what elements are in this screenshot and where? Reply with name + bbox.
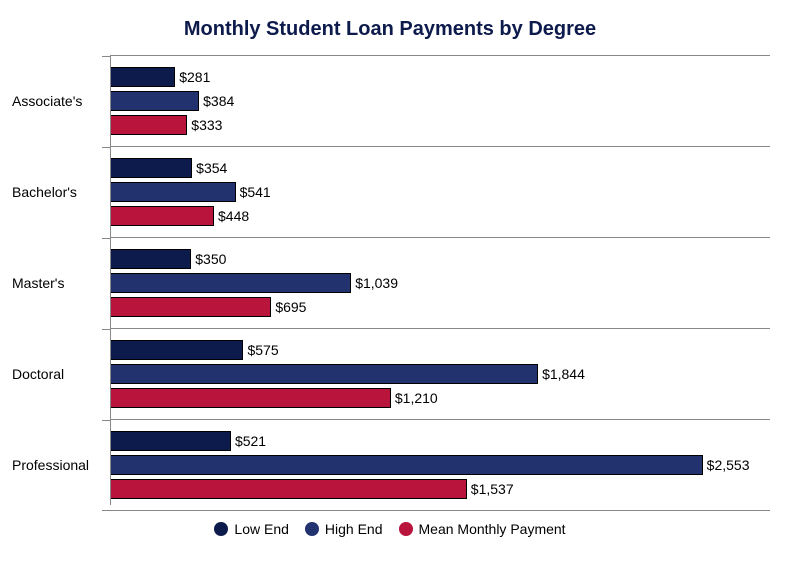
plot-area: $281 $384Associate's $333 $354 $541Bachelor'… — [110, 55, 770, 505]
legend-swatch — [305, 522, 319, 536]
chart-container: Monthly Student Loan Payments by Degree … — [0, 0, 800, 565]
bar-value-label: $281 — [179, 69, 210, 85]
legend-swatch — [399, 522, 413, 536]
bar-value-label: $1,537 — [471, 481, 514, 497]
bar-group: $281 $384Associate's $333 — [110, 55, 770, 146]
bar-row: $333 — [110, 113, 770, 137]
bar — [110, 297, 271, 317]
legend-label: High End — [325, 521, 383, 537]
bar-group: $575 $1,844Doctoral $1,210 — [110, 328, 770, 419]
bar-value-label: $695 — [275, 299, 306, 315]
legend-label: Low End — [234, 521, 288, 537]
bar-row: $575 — [110, 338, 770, 362]
bar-row: $354 — [110, 156, 770, 180]
category-label: Bachelor's — [10, 184, 110, 200]
bar-value-label: $354 — [196, 160, 227, 176]
category-label: Master's — [10, 275, 110, 291]
bar-row: $521 — [110, 429, 770, 453]
bar-group: $521 $2,553Professional $1,537 — [110, 419, 770, 511]
bar-row: $1,537 — [110, 477, 770, 501]
bar — [110, 273, 351, 293]
bar-value-label: $448 — [218, 208, 249, 224]
bar-groups: $281 $384Associate's $333 $354 $541Bachelor'… — [110, 55, 770, 511]
bar-value-label: $350 — [195, 251, 226, 267]
bar-row: $1,210 — [110, 386, 770, 410]
bar — [110, 206, 214, 226]
category-label: Associate's — [10, 93, 110, 109]
bar-row: $448 — [110, 204, 770, 228]
bar — [110, 115, 187, 135]
bar — [110, 431, 231, 451]
bar-row: $281 — [110, 65, 770, 89]
bar-value-label: $384 — [203, 93, 234, 109]
bar-group: $354 $541Bachelor's $448 — [110, 146, 770, 237]
legend-swatch — [214, 522, 228, 536]
bar-value-label: $333 — [191, 117, 222, 133]
bar — [110, 340, 243, 360]
legend-item: Low End — [214, 521, 288, 537]
bar-value-label: $1,039 — [355, 275, 398, 291]
bar — [110, 67, 175, 87]
bar — [110, 158, 192, 178]
bar — [110, 249, 191, 269]
y-axis-line — [110, 55, 111, 505]
bar-row: $2,553Professional — [110, 453, 770, 477]
legend-item: High End — [305, 521, 383, 537]
bar-value-label: $541 — [240, 184, 271, 200]
bar — [110, 479, 467, 499]
legend-item: Mean Monthly Payment — [399, 521, 566, 537]
bar-value-label: $1,844 — [542, 366, 585, 382]
category-label: Doctoral — [10, 366, 110, 382]
category-label: Professional — [10, 457, 110, 473]
bar-value-label: $575 — [247, 342, 278, 358]
bar-row: $541Bachelor's — [110, 180, 770, 204]
bar-row: $384Associate's — [110, 89, 770, 113]
bar-row: $695 — [110, 295, 770, 319]
bar — [110, 91, 199, 111]
bar — [110, 388, 391, 408]
bar-value-label: $2,553 — [707, 457, 750, 473]
bar-row: $1,039Master's — [110, 271, 770, 295]
legend: Low End High End Mean Monthly Payment — [10, 521, 770, 537]
chart-title: Monthly Student Loan Payments by Degree — [10, 18, 770, 41]
bar-value-label: $521 — [235, 433, 266, 449]
bar — [110, 182, 236, 202]
bar — [110, 364, 538, 384]
bar-group: $350 $1,039Master's $695 — [110, 237, 770, 328]
bar — [110, 455, 703, 475]
legend-label: Mean Monthly Payment — [419, 521, 566, 537]
bar-row: $1,844Doctoral — [110, 362, 770, 386]
bar-row: $350 — [110, 247, 770, 271]
bar-value-label: $1,210 — [395, 390, 438, 406]
